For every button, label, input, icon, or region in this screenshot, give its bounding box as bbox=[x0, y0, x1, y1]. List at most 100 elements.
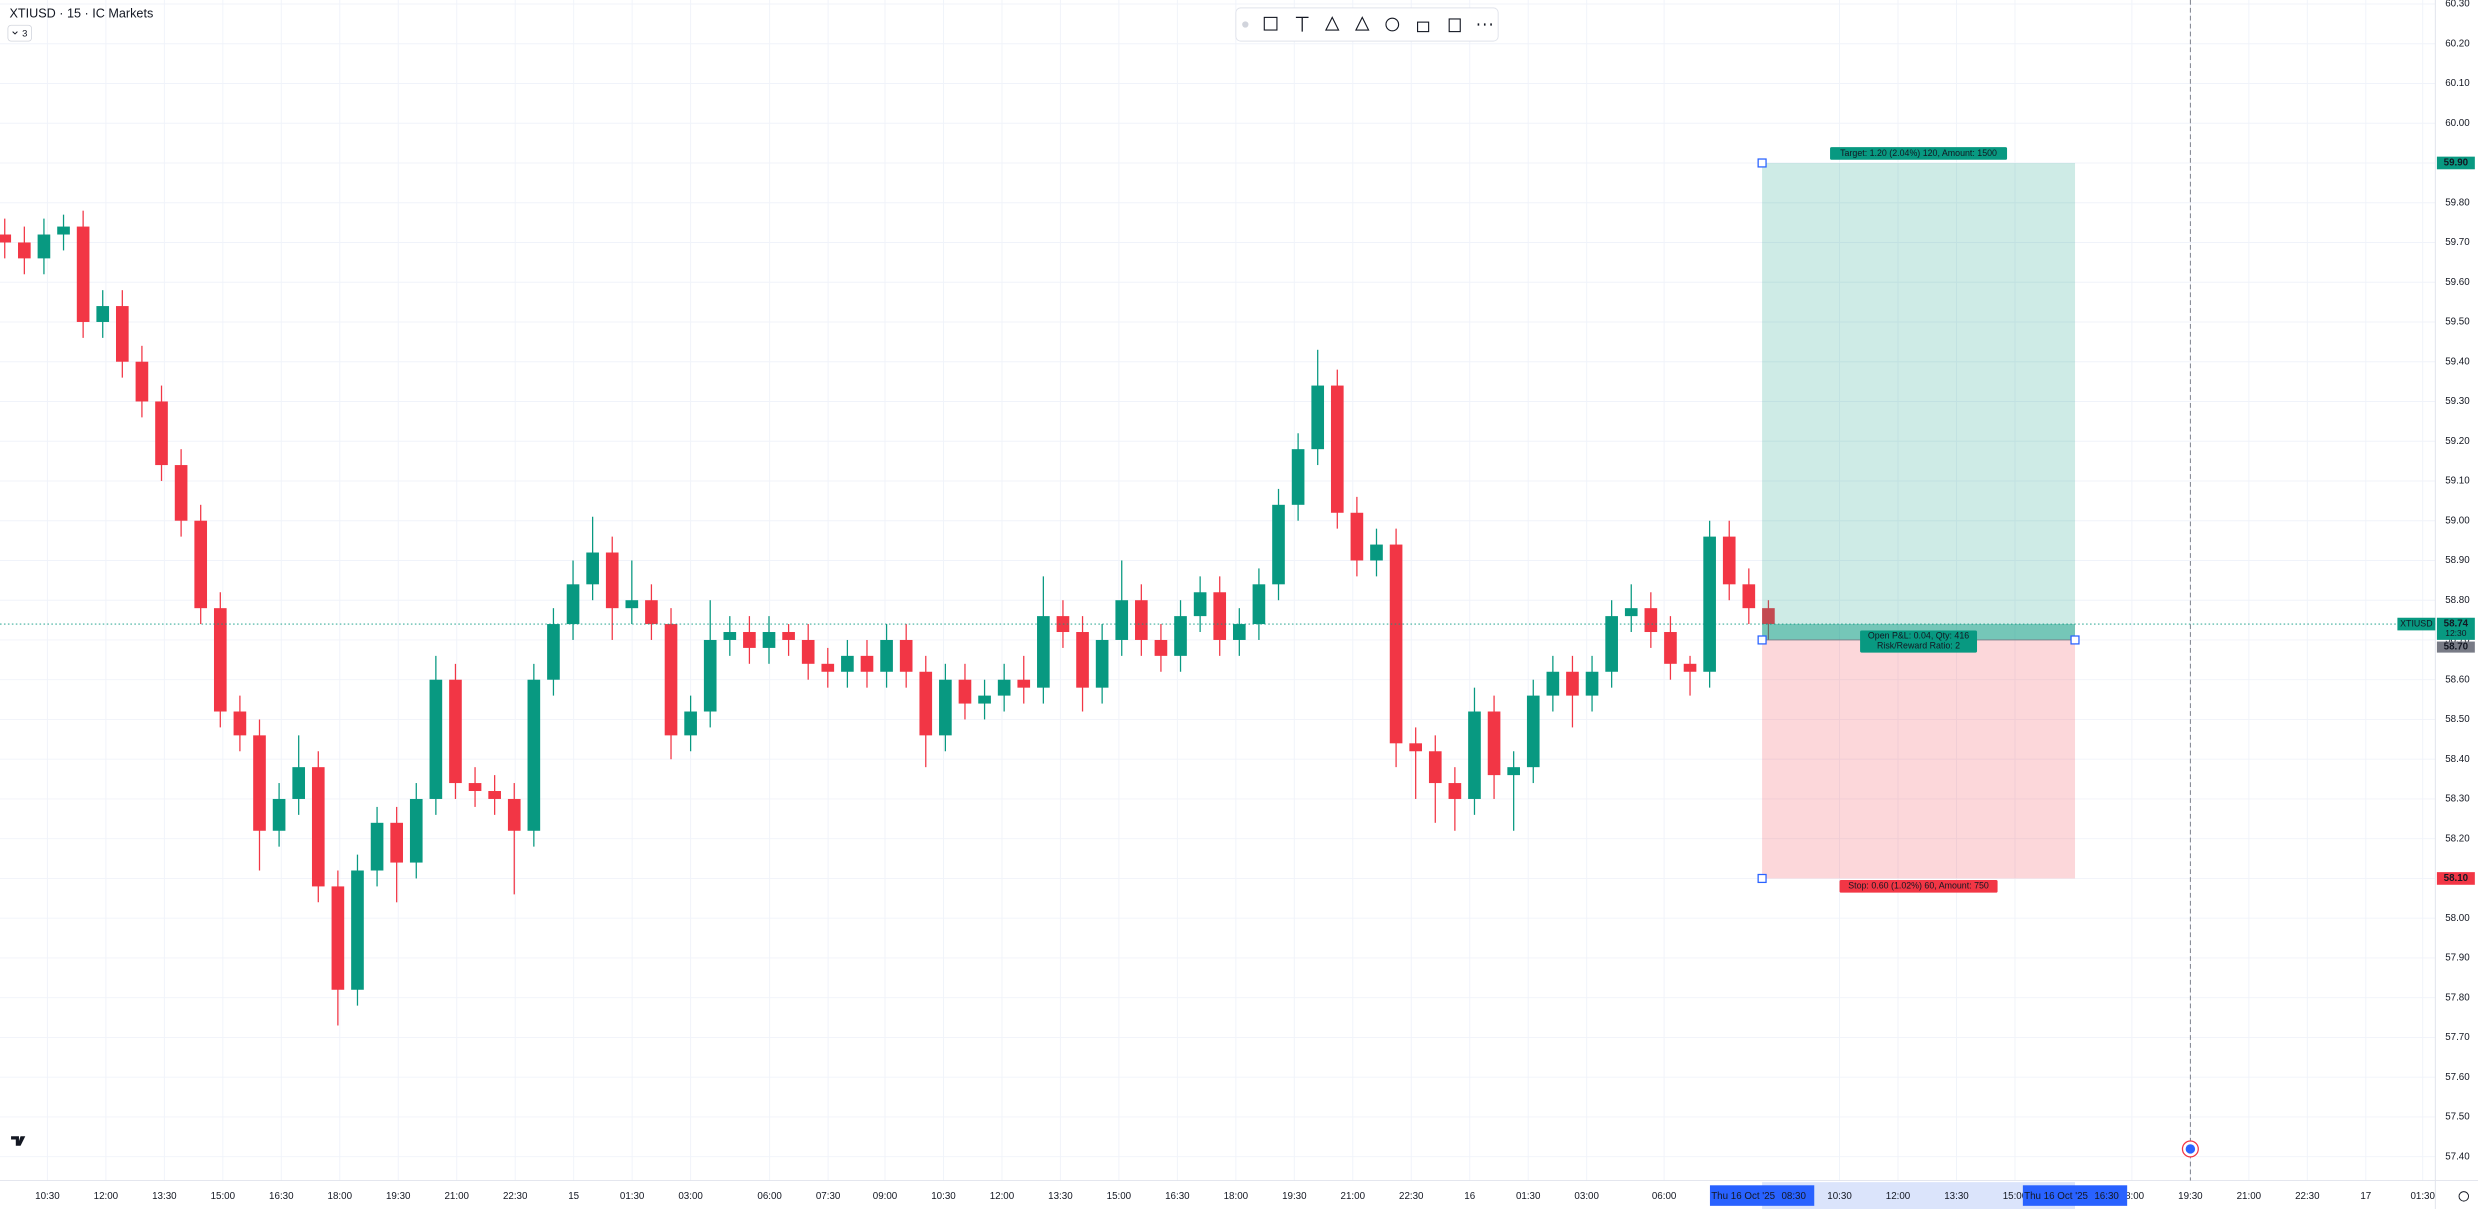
last-price-tag: 58.74 bbox=[2444, 619, 2469, 630]
candle-body bbox=[978, 695, 991, 704]
candle-body bbox=[213, 608, 227, 712]
stop-price-tag-bg bbox=[2436, 872, 2475, 885]
stop-zone bbox=[1762, 639, 2076, 879]
drag-handle[interactable] bbox=[1757, 873, 1767, 884]
candle-body bbox=[762, 632, 776, 648]
y-tick-label: 58.30 bbox=[2445, 794, 2470, 805]
x-tick-label: 10:30 bbox=[931, 1191, 956, 1202]
candle-body bbox=[527, 679, 541, 831]
candle-body bbox=[1370, 544, 1383, 561]
marks bbox=[0, 210, 1775, 1026]
candle-body bbox=[1017, 679, 1031, 688]
delete-icon[interactable] bbox=[1448, 18, 1461, 33]
y-tick-label: 59.00 bbox=[2445, 515, 2470, 526]
candle-body bbox=[586, 552, 599, 585]
candle-body bbox=[1174, 616, 1187, 656]
x-tick-label: 22:30 bbox=[2295, 1191, 2320, 1202]
candle-body bbox=[272, 798, 286, 831]
start-time-label: 08:30 bbox=[1781, 1191, 1806, 1202]
x-tick-label: 01:30 bbox=[1516, 1191, 1541, 1202]
candle-body bbox=[1624, 608, 1638, 617]
line-color-icon[interactable] bbox=[1355, 16, 1370, 31]
candle-body bbox=[1762, 608, 1775, 625]
x-tick-label: 01:30 bbox=[620, 1191, 645, 1202]
lock-icon[interactable] bbox=[1417, 21, 1430, 33]
text-icon[interactable] bbox=[1295, 16, 1309, 32]
y-tick-label: 58.90 bbox=[2445, 555, 2470, 566]
drag-handle[interactable] bbox=[1757, 158, 1767, 168]
y-tick-label: 58.80 bbox=[2445, 595, 2470, 606]
x-tick-label: 18:00 bbox=[328, 1191, 353, 1202]
y-tick-label: 58.20 bbox=[2445, 833, 2470, 844]
drag-handle[interactable] bbox=[2070, 635, 2080, 645]
candle-body bbox=[253, 735, 266, 831]
candle-body bbox=[194, 520, 208, 609]
candle-body bbox=[1213, 592, 1227, 640]
candle-body bbox=[782, 632, 795, 640]
candle-body bbox=[1644, 608, 1658, 633]
y-tick-label: 58.60 bbox=[2445, 674, 2470, 685]
drag-handle[interactable] bbox=[1757, 635, 1767, 645]
y-tick-label: 59.80 bbox=[2445, 197, 2470, 208]
pnl-label-bg bbox=[1860, 630, 1978, 653]
x-tick-label: 19:30 bbox=[386, 1191, 411, 1202]
x-tick-label: 06:00 bbox=[757, 1191, 782, 1202]
template-icon[interactable] bbox=[1263, 16, 1278, 31]
target-label-bg bbox=[1830, 147, 2008, 160]
candle-body bbox=[1448, 783, 1462, 799]
candle-body bbox=[1311, 385, 1325, 450]
candle-body bbox=[233, 711, 247, 736]
stop-price-tag: 58.10 bbox=[2444, 873, 2469, 884]
y-tick-label: 60.10 bbox=[2445, 78, 2470, 89]
candle-body bbox=[468, 783, 482, 792]
y-tick-label: 59.30 bbox=[2445, 396, 2470, 407]
candle-body bbox=[547, 624, 560, 680]
entry-price-tag: 58.70 bbox=[2444, 642, 2469, 653]
candle-body bbox=[57, 226, 70, 235]
end-time-tag-bg bbox=[2022, 1185, 2128, 1206]
candle-body bbox=[1154, 639, 1168, 656]
x-tick-label: 19:30 bbox=[1282, 1191, 1307, 1202]
candle-body bbox=[1605, 616, 1618, 672]
candle-body bbox=[919, 671, 933, 736]
y-tick-label: 60.20 bbox=[2445, 38, 2470, 49]
candle-body bbox=[1272, 504, 1285, 585]
entry-price-tag-bg bbox=[2436, 641, 2475, 653]
candle-body bbox=[351, 870, 364, 990]
y-tick-label: 57.80 bbox=[2445, 992, 2470, 1003]
candle-body bbox=[311, 767, 325, 887]
settings-icon[interactable] bbox=[1385, 17, 1400, 32]
candle-body bbox=[841, 655, 854, 672]
y-tick-label: 58.00 bbox=[2445, 913, 2470, 924]
candle-body bbox=[743, 632, 756, 648]
x-tick-label: 03:00 bbox=[678, 1191, 703, 1202]
candle-body bbox=[1389, 544, 1403, 744]
candle-body bbox=[488, 791, 501, 799]
candle-body bbox=[135, 361, 149, 402]
x-tick-label: 21:00 bbox=[1341, 1191, 1366, 1202]
candle-body bbox=[703, 639, 717, 712]
y-tick-label: 58.70 bbox=[2445, 635, 2470, 646]
y-tick-label: 60.30 bbox=[2445, 0, 2470, 10]
candle-body bbox=[390, 822, 403, 863]
fill-icon[interactable] bbox=[1325, 16, 1340, 31]
last-price-tag-bg bbox=[2436, 617, 2475, 640]
ratio-label: Risk/Reward Ratio: 2 bbox=[1877, 640, 1960, 650]
y-tick-label: 58.40 bbox=[2445, 754, 2470, 765]
candle-body bbox=[645, 600, 658, 625]
y-tick-label: 59.10 bbox=[2445, 476, 2470, 487]
y-tick-label: 57.90 bbox=[2445, 953, 2470, 964]
candle-body bbox=[1507, 767, 1520, 776]
drag-handle[interactable] bbox=[1242, 21, 1249, 28]
axis-settings-icon[interactable] bbox=[2458, 1191, 2469, 1202]
indicator-toggle[interactable] bbox=[7, 24, 33, 42]
candle-body bbox=[880, 639, 893, 672]
x-tick-label: 22:30 bbox=[1399, 1191, 1424, 1202]
candle-body bbox=[331, 886, 345, 990]
candle-body bbox=[664, 624, 678, 736]
candle-body bbox=[723, 632, 737, 640]
x-tick-label: 13:30 bbox=[152, 1191, 177, 1202]
x-tick-label: 13:30 bbox=[1048, 1191, 1073, 1202]
candle-body bbox=[566, 584, 580, 625]
candle-body bbox=[76, 226, 90, 322]
